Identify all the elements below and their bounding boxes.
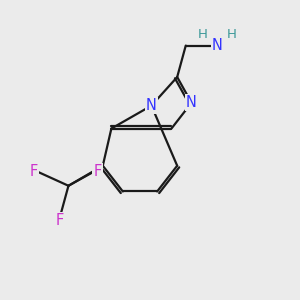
Text: H: H bbox=[227, 28, 237, 41]
Text: F: F bbox=[29, 164, 38, 179]
Text: N: N bbox=[212, 38, 223, 53]
Text: N: N bbox=[146, 98, 157, 113]
Text: H: H bbox=[197, 28, 207, 41]
Text: F: F bbox=[94, 164, 102, 179]
Text: N: N bbox=[186, 95, 197, 110]
Text: F: F bbox=[56, 213, 64, 228]
